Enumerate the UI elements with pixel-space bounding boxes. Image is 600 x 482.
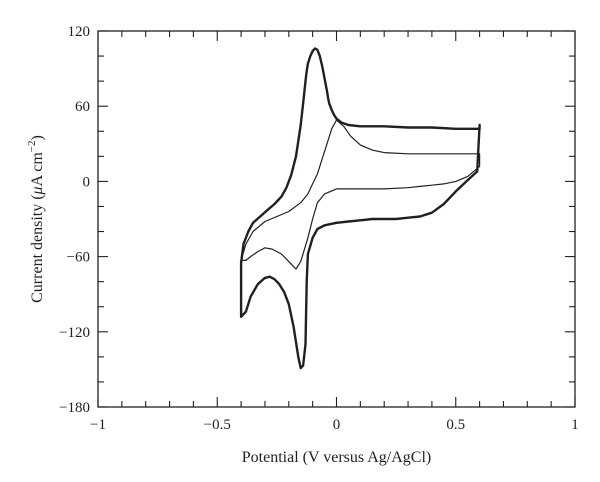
cv-curve-thin bbox=[240, 119, 481, 270]
tick-labels: −1 −0.5 0 0.5 1 −180 −120 −60 0 60 120 bbox=[59, 24, 579, 433]
x-tick-label: 0 bbox=[333, 417, 341, 433]
y-axis-title-prefix: Current density ( bbox=[29, 194, 46, 302]
y-tick-label: −180 bbox=[59, 400, 90, 416]
y-tick-label: 120 bbox=[68, 24, 91, 40]
x-tick-label: −0.5 bbox=[204, 417, 231, 433]
x-axis-title: Potential (V versus Ag/AgCl) bbox=[242, 449, 431, 466]
x-tick-label: −1 bbox=[90, 417, 106, 433]
y-axis-title-unit: A cm bbox=[29, 152, 46, 187]
cv-curve-thick bbox=[239, 47, 481, 370]
y-axis-title-exponent: −2 bbox=[26, 140, 38, 152]
y-tick-label: −60 bbox=[67, 250, 90, 266]
y-axis-title-mu: μ bbox=[29, 186, 46, 195]
plot-frame bbox=[97, 30, 576, 408]
y-tick-label: 0 bbox=[83, 174, 91, 190]
data-series bbox=[239, 47, 481, 370]
y-axis-title-suffix: ) bbox=[29, 135, 46, 140]
y-tick-label: −120 bbox=[59, 325, 90, 341]
y-tick-label: 60 bbox=[75, 99, 90, 115]
axis-ticks bbox=[97, 30, 576, 408]
x-tick-label: 1 bbox=[571, 417, 579, 433]
y-axis-title: Current density (μA cm−2) bbox=[26, 135, 46, 303]
x-tick-label: 0.5 bbox=[446, 417, 465, 433]
